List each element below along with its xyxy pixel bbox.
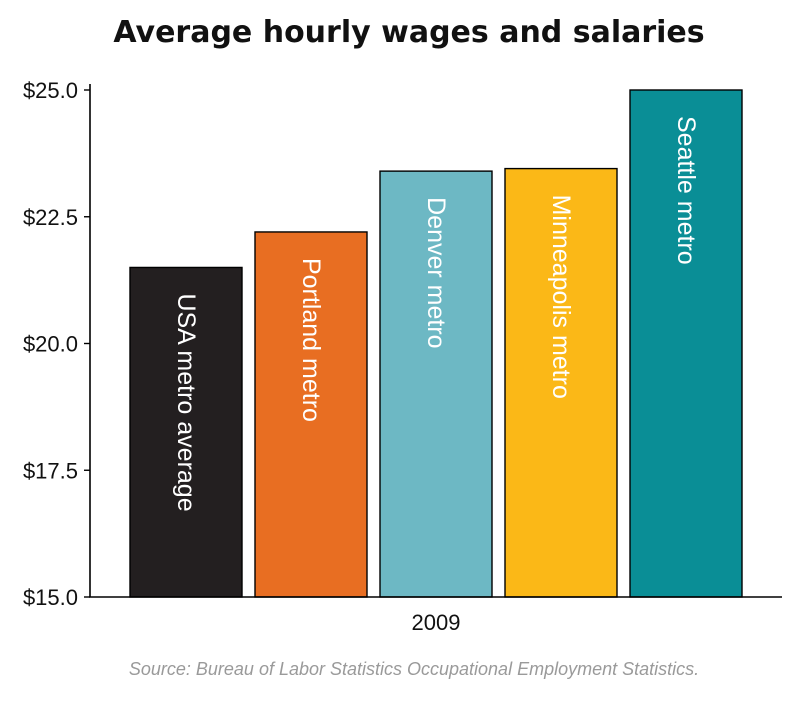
bar-minneapolis-metro [504, 167, 618, 598]
y-tick-label: $15.0 [23, 585, 78, 610]
bar-label: Portland metro [297, 258, 325, 422]
y-tick-label: $17.5 [23, 458, 78, 483]
bar-denver-metro [379, 170, 493, 598]
source-note: Source: Bureau of Labor Statistics Occup… [129, 659, 699, 679]
bar-label: Denver metro [422, 197, 450, 348]
bars-group: USA metro average Portland metro Denver me… [129, 89, 743, 598]
bar-usa-metro-average [129, 266, 243, 598]
bar-label: Seattle metro [672, 116, 700, 265]
chart-title: Average hourly wages and salaries [113, 15, 704, 50]
bar-portland-metro [254, 231, 368, 598]
y-tick-label: $22.5 [23, 205, 78, 230]
bar-seattle-metro [629, 89, 743, 598]
y-tick-label: $20.0 [23, 332, 78, 357]
x-axis-category-label: 2009 [412, 610, 461, 635]
bar-label: USA metro average [172, 293, 200, 511]
bar-label: Minneapolis metro [547, 195, 575, 399]
y-tick-label: $25.0 [23, 78, 78, 103]
y-axis-ticks: $15.0 $17.5 $20.0 $22.5 $25.0 [23, 78, 90, 610]
